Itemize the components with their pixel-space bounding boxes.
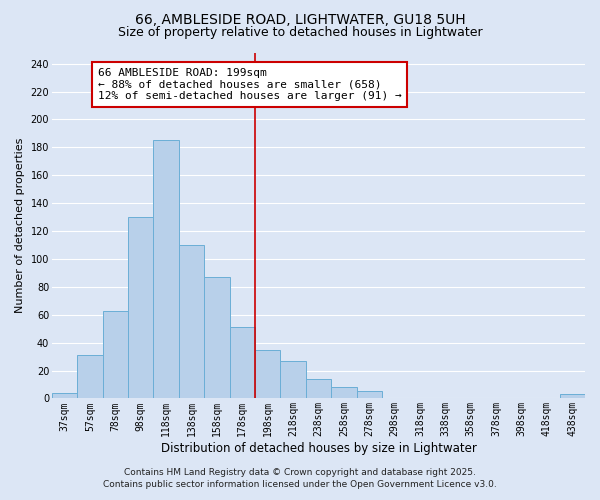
- Bar: [306, 379, 331, 398]
- Bar: [103, 310, 128, 398]
- Bar: [179, 245, 204, 398]
- Bar: [560, 394, 585, 398]
- Bar: [77, 355, 103, 399]
- Bar: [204, 277, 230, 398]
- Bar: [255, 350, 280, 399]
- Text: 66 AMBLESIDE ROAD: 199sqm
← 88% of detached houses are smaller (658)
12% of semi: 66 AMBLESIDE ROAD: 199sqm ← 88% of detac…: [98, 68, 401, 101]
- Text: 66, AMBLESIDE ROAD, LIGHTWATER, GU18 5UH: 66, AMBLESIDE ROAD, LIGHTWATER, GU18 5UH: [134, 12, 466, 26]
- Text: Contains HM Land Registry data © Crown copyright and database right 2025.
Contai: Contains HM Land Registry data © Crown c…: [103, 468, 497, 489]
- Bar: [280, 361, 306, 399]
- Bar: [128, 217, 154, 398]
- Bar: [154, 140, 179, 398]
- Text: Size of property relative to detached houses in Lightwater: Size of property relative to detached ho…: [118, 26, 482, 39]
- Y-axis label: Number of detached properties: Number of detached properties: [15, 138, 25, 313]
- Bar: [356, 392, 382, 398]
- X-axis label: Distribution of detached houses by size in Lightwater: Distribution of detached houses by size …: [161, 442, 476, 455]
- Bar: [230, 328, 255, 398]
- Bar: [331, 388, 356, 398]
- Bar: [52, 393, 77, 398]
